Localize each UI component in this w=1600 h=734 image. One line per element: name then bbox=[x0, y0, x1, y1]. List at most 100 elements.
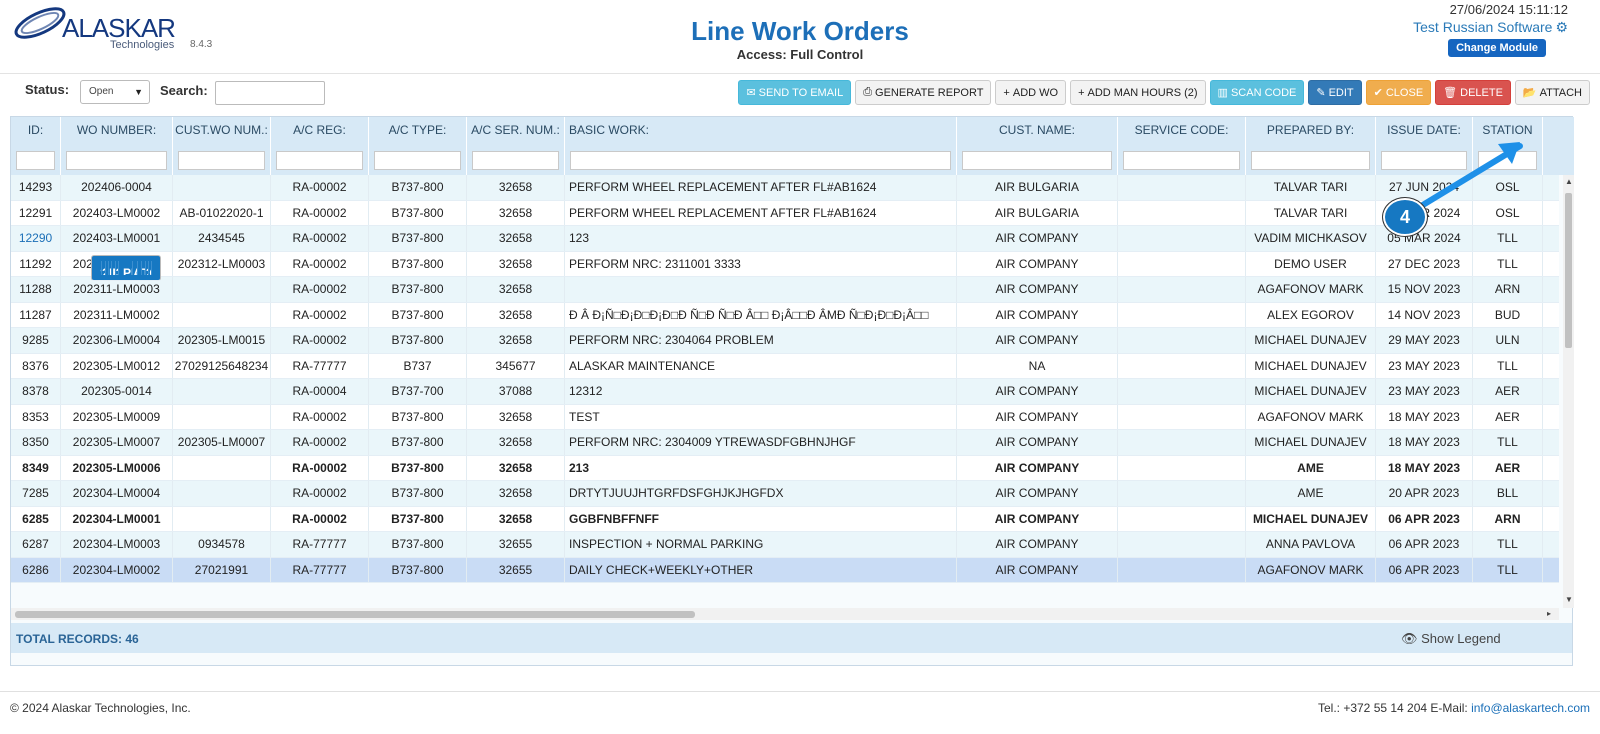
cell-cust-wo-num: 27029125648234 bbox=[173, 353, 271, 378]
edit-button[interactable]: ✎ EDIT bbox=[1308, 80, 1362, 105]
close-button[interactable]: ✔ CLOSE bbox=[1365, 80, 1432, 105]
cell-ac-ser-num: 32658 bbox=[467, 175, 565, 200]
column-header-station[interactable]: STATION bbox=[1473, 117, 1543, 147]
cell-ac-reg: RA-77777 bbox=[271, 557, 369, 582]
step-callout-badge: 4 bbox=[1383, 198, 1427, 236]
cell-issue-date: 27 DEC 2023 bbox=[1376, 251, 1473, 276]
column-header-wo-number[interactable]: WO NUMBER: bbox=[61, 117, 173, 147]
cell-basic-work: ALASKAR MAINTENANCE bbox=[565, 353, 957, 378]
filter-input-ac-reg[interactable] bbox=[276, 151, 363, 170]
cell-ac-ser-num: 32658 bbox=[467, 455, 565, 480]
column-header-id[interactable]: ID: bbox=[11, 117, 61, 147]
table-row[interactable]: 6286 202304-LM0002 27021991 RA-77777 B737-80… bbox=[11, 557, 1559, 583]
filter-input-cust-name[interactable] bbox=[962, 151, 1112, 170]
cell-cust-name: AIR COMPANY bbox=[957, 455, 1118, 480]
table-row[interactable]: 9285 202306-LM0004 202305-LM0015 RA-00002 B7… bbox=[11, 328, 1559, 354]
column-header-ac-reg[interactable]: A/C REG: bbox=[271, 117, 369, 147]
email-link[interactable]: info@alaskartech.com bbox=[1471, 701, 1590, 715]
horizontal-scrollbar[interactable]: ▸ bbox=[11, 608, 1559, 620]
filter-cell-ac-type bbox=[369, 147, 467, 175]
column-header-issue-date[interactable]: ISSUE DATE: bbox=[1376, 117, 1473, 147]
filter-input-ac-type[interactable] bbox=[374, 151, 461, 170]
table-row[interactable]: 6285 202304-LM0001 RA-00002 B737-800 32658 GG… bbox=[11, 506, 1559, 532]
cell-ac-reg: RA-00002 bbox=[271, 302, 369, 327]
edit-icon: ✎ bbox=[1316, 87, 1326, 99]
table-row[interactable]: 11288 202311-LM0003 RA-00002 B737-800 32658 A… bbox=[11, 277, 1559, 303]
filter-input-issue-date[interactable] bbox=[1381, 151, 1467, 170]
table-row[interactable]: 8350 202305-LM0007 202305-LM0007 RA-00002 B7… bbox=[11, 430, 1559, 456]
gear-icon[interactable]: ⚙ bbox=[1555, 19, 1568, 35]
action-buttons: ✉ SEND TO EMAIL ⎙ GENERATE REPORT + ADD WO + AD… bbox=[738, 80, 1590, 105]
cell-cust-wo-num bbox=[173, 379, 271, 404]
cell-prepared-by: MICHAEL DUNAJEV bbox=[1246, 328, 1376, 353]
table-row[interactable]: 14292202406-0003RA-00002B737-80032658PER… bbox=[91, 255, 161, 281]
add-man-hours-2-button[interactable]: + ADD MAN HOURS (2) bbox=[1070, 80, 1206, 105]
table-row[interactable]: 12291 202403-LM0002 AB-01022020-1 RA-00002 B… bbox=[11, 200, 1559, 226]
table-row[interactable]: 7285 202304-LM0004 RA-00002 B737-800 32658 DR… bbox=[11, 481, 1559, 507]
vertical-scroll-thumb[interactable] bbox=[1565, 193, 1572, 348]
filter-row bbox=[11, 147, 1543, 175]
contact-info: Tel.: +372 55 14 204 E-Mail: info@alaska… bbox=[1318, 701, 1590, 715]
delete-button[interactable]: 🗑 DELETE bbox=[1435, 80, 1511, 105]
filter-input-cust-wo-num[interactable] bbox=[178, 151, 265, 170]
cell-prepared-by: TALVAR TARI bbox=[1246, 200, 1376, 225]
table-row[interactable]: 8353 202305-LM0009 RA-00002 B737-800 32658 TE… bbox=[11, 404, 1559, 430]
cell-service-code bbox=[1118, 379, 1246, 404]
filter-input-id[interactable] bbox=[16, 151, 55, 170]
cell-basic-work: DAILY CHECK+WEEKLY+OTHER bbox=[565, 557, 957, 582]
column-header-ac-ser-num[interactable]: A/C SER. NUM.: bbox=[467, 117, 565, 147]
alaskar-logo[interactable]: ALASKAR Technologies 8.4.3 bbox=[12, 3, 232, 63]
filter-input-service-code[interactable] bbox=[1123, 151, 1240, 170]
status-label: Status: bbox=[25, 82, 70, 97]
column-header-ac-type[interactable]: A/C TYPE: bbox=[369, 117, 467, 147]
filter-input-basic-work[interactable] bbox=[570, 151, 951, 170]
generate-report-button[interactable]: ⎙ GENERATE REPORT bbox=[855, 80, 992, 105]
grid-body: 14292202406-0003RA-00002B737-80032658PER… bbox=[11, 175, 1559, 608]
folder-icon: 📂 bbox=[1522, 87, 1537, 99]
scroll-right-icon[interactable]: ▸ bbox=[1547, 609, 1552, 618]
cell-id: 8353 bbox=[11, 404, 61, 429]
table-row[interactable]: 8349 202305-LM0006 RA-00002 B737-800 32658 21… bbox=[11, 455, 1559, 481]
cell-cust-name: AIR COMPANY bbox=[957, 328, 1118, 353]
show-legend-button[interactable]: 👁 Show Legend bbox=[1401, 631, 1501, 647]
filter-input-wo-number[interactable] bbox=[66, 151, 167, 170]
column-header-cust-name[interactable]: CUST. NAME: bbox=[957, 117, 1118, 147]
table-row[interactable]: 8376 202305-LM0012 27029125648234 RA-77777 B… bbox=[11, 353, 1559, 379]
table-row[interactable]: 14293 202406-0004 RA-00002 B737-800 32658 PER… bbox=[11, 175, 1559, 201]
table-row[interactable]: 11292202312-LM0003202312-LM0003RA-00002B… bbox=[11, 251, 1559, 277]
cell-cust-name: AIR COMPANY bbox=[957, 226, 1118, 251]
table-row[interactable]: 11287 202311-LM0002 RA-00002 B737-800 32658 Ð… bbox=[11, 302, 1559, 328]
table-row[interactable]: 12290 202403-LM0001 2434545 RA-00002 B737-80… bbox=[11, 226, 1559, 252]
cell-station: TLL bbox=[1473, 430, 1543, 455]
vertical-scrollbar[interactable]: ▲ ▼ bbox=[1563, 175, 1574, 608]
status-select[interactable]: Open ▼ bbox=[80, 80, 150, 104]
change-module-button[interactable]: Change Module bbox=[1448, 39, 1546, 57]
column-header-basic-work[interactable]: BASIC WORK: bbox=[565, 117, 957, 147]
scan-code-button[interactable]: ▥ SCAN CODE bbox=[1209, 80, 1305, 105]
table-row[interactable]: 8378 202305-0014 RA-00004 B737-700 37088 1231… bbox=[11, 379, 1559, 405]
cell-ac-ser-num: 32658 bbox=[116, 261, 119, 275]
button-label: CLOSE bbox=[1385, 86, 1424, 99]
scroll-down-icon[interactable]: ▼ bbox=[1565, 595, 1573, 604]
column-header-prepared-by[interactable]: PREPARED BY: bbox=[1246, 117, 1376, 147]
table-row[interactable]: 6287 202304-LM0003 0934578 RA-77777 B737-800… bbox=[11, 532, 1559, 558]
company-link[interactable]: Test Russian Software ⚙ bbox=[1413, 19, 1568, 36]
cell-cust-wo-num bbox=[173, 302, 271, 327]
cell-basic-work: DRTYTJUUJHTGRFDSFGHJKJHGFDX bbox=[565, 481, 957, 506]
filter-cell-prepared-by bbox=[1246, 147, 1376, 175]
send-to-email-button[interactable]: ✉ SEND TO EMAIL bbox=[738, 80, 852, 105]
add-wo-button[interactable]: + ADD WO bbox=[995, 80, 1067, 105]
search-input[interactable] bbox=[215, 81, 325, 105]
cell-id: 12291 bbox=[11, 200, 61, 225]
cell-basic-work bbox=[565, 277, 957, 302]
filter-input-prepared-by[interactable] bbox=[1251, 151, 1370, 170]
horizontal-scroll-thumb[interactable] bbox=[15, 611, 695, 618]
filter-input-ac-ser-num[interactable] bbox=[472, 151, 559, 170]
column-header-cust-wo-num[interactable]: CUST.WO NUM.: bbox=[173, 117, 271, 147]
cell-id: 8378 bbox=[11, 379, 61, 404]
cell-ac-reg: RA-00002 bbox=[271, 251, 369, 276]
column-header-service-code[interactable]: SERVICE CODE: bbox=[1118, 117, 1246, 147]
scroll-up-icon[interactable]: ▲ bbox=[1565, 177, 1573, 186]
attach-button[interactable]: 📂 ATTACH bbox=[1514, 80, 1590, 105]
cell-prepared-by: MICHAEL DUNAJEV bbox=[1246, 430, 1376, 455]
